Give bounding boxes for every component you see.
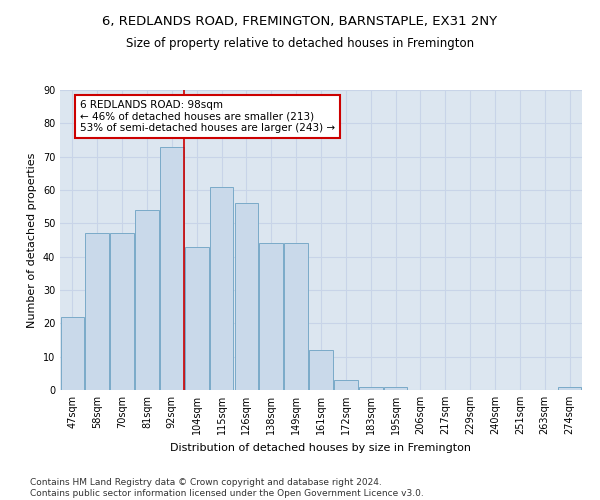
- Bar: [110, 234, 134, 390]
- Text: 6, REDLANDS ROAD, FREMINGTON, BARNSTAPLE, EX31 2NY: 6, REDLANDS ROAD, FREMINGTON, BARNSTAPLE…: [103, 15, 497, 28]
- Text: Contains HM Land Registry data © Crown copyright and database right 2024.
Contai: Contains HM Land Registry data © Crown c…: [30, 478, 424, 498]
- X-axis label: Distribution of detached houses by size in Fremington: Distribution of detached houses by size …: [170, 442, 472, 452]
- Bar: [334, 380, 358, 390]
- Bar: [259, 244, 283, 390]
- Bar: [558, 386, 581, 390]
- Bar: [61, 316, 84, 390]
- Bar: [160, 146, 184, 390]
- Bar: [135, 210, 159, 390]
- Bar: [384, 386, 407, 390]
- Bar: [185, 246, 209, 390]
- Bar: [309, 350, 333, 390]
- Y-axis label: Number of detached properties: Number of detached properties: [27, 152, 37, 328]
- Bar: [210, 186, 233, 390]
- Text: 6 REDLANDS ROAD: 98sqm
← 46% of detached houses are smaller (213)
53% of semi-de: 6 REDLANDS ROAD: 98sqm ← 46% of detached…: [80, 100, 335, 133]
- Bar: [284, 244, 308, 390]
- Bar: [85, 234, 109, 390]
- Bar: [359, 386, 383, 390]
- Bar: [235, 204, 258, 390]
- Text: Size of property relative to detached houses in Fremington: Size of property relative to detached ho…: [126, 38, 474, 51]
